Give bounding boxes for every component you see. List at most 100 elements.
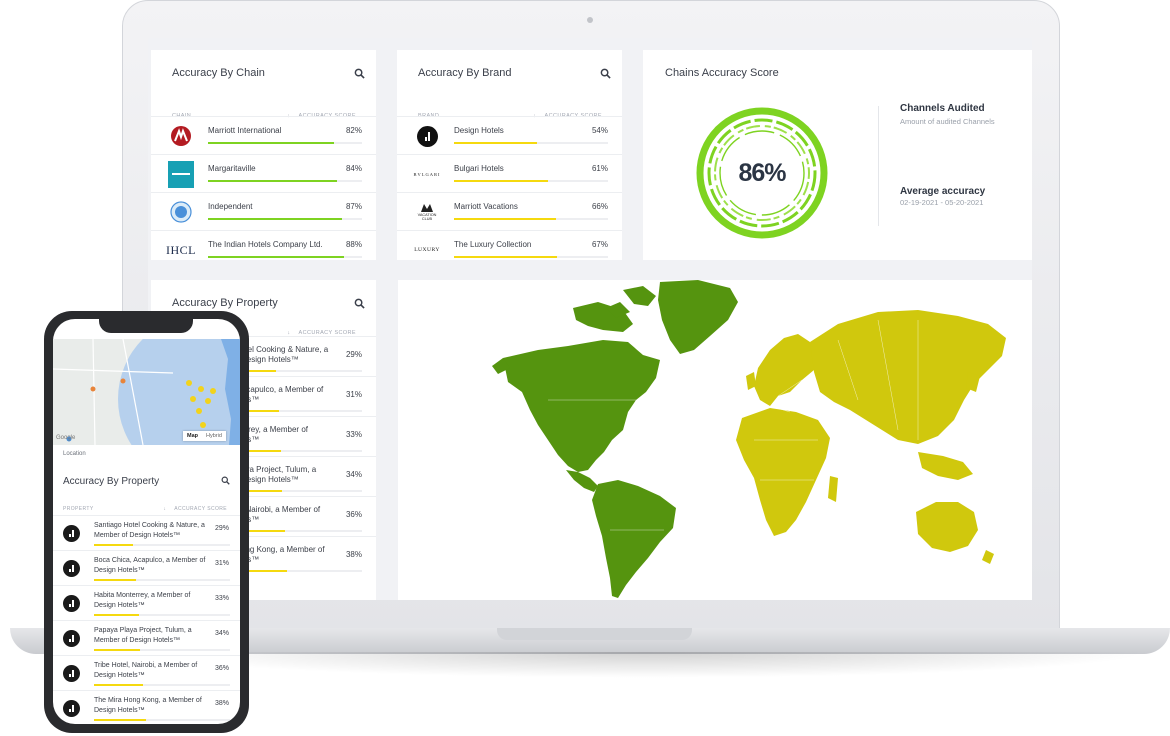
row-name-line1: errey, a Member of: [241, 425, 308, 434]
row-name: Bulgari Hotels: [454, 164, 504, 173]
table-row[interactable]: BVLGARI Bulgari Hotels 61%: [397, 154, 622, 192]
search-icon[interactable]: [600, 68, 611, 79]
row-score: 31%: [345, 390, 362, 399]
row-score: 34%: [345, 470, 362, 479]
google-logo: Google: [56, 435, 76, 441]
chain-card-title: Accuracy By Chain: [172, 67, 265, 79]
row-name-line1: , Nairobi, a Member of: [241, 505, 321, 514]
divider: [878, 106, 879, 226]
dashboard-screen: Accuracy By Chain CHAIN ↓ ACCURACY SCORE …: [148, 38, 1032, 600]
score-track: [208, 142, 362, 144]
row-name-line2: els™: [241, 395, 260, 404]
property-card-title: Accuracy By Property: [172, 297, 278, 309]
vacation-club-logo-text: VACATION CLUB: [417, 212, 437, 221]
row-score: 66%: [591, 202, 608, 211]
accuracy-by-brand-card: Accuracy By Brand BRAND ↓ ACCURACY SCORE …: [397, 50, 622, 260]
design-hotels-logo: [414, 123, 440, 149]
search-icon[interactable]: [354, 298, 365, 309]
marriott-logo: [168, 123, 194, 149]
accuracy-score-column-header[interactable]: ↓ ACCURACY SCORE: [287, 330, 356, 336]
row-name-line1: Acapulco, a Member of: [241, 385, 324, 394]
world-map: [492, 280, 1006, 598]
search-icon[interactable]: [221, 476, 230, 485]
table-row[interactable]: , Nairobi, a Member of els™ 36%: [151, 496, 376, 536]
accuracy-score-value: 86%: [738, 158, 786, 187]
phone-notch: [99, 317, 193, 333]
table-row[interactable]: Design Hotels 54%: [397, 116, 622, 154]
list-item[interactable]: Boca Chica, Acapulco, a Member of Design…: [53, 550, 240, 585]
list-item[interactable]: Papaya Playa Project, Tulum, a Member of…: [53, 620, 240, 655]
score-bar: [208, 256, 344, 258]
row-score: 61%: [591, 164, 608, 173]
score-bar: [208, 180, 338, 182]
map-type-toggle[interactable]: Map Hybrid: [183, 431, 226, 441]
score-track: [208, 180, 362, 182]
table-row[interactable]: IHCL The Indian Hotels Company Ltd. 88%: [151, 230, 376, 268]
map-button[interactable]: Map: [187, 433, 198, 439]
score-bar: [454, 218, 556, 220]
row-name: errey, a Member of els™: [241, 425, 308, 445]
row-score: 34%: [214, 630, 229, 637]
table-row[interactable]: Independent 87%: [151, 192, 376, 230]
score-bar: [208, 142, 335, 144]
list-item[interactable]: Tribe Hotel, Nairobi, a Member of Design…: [53, 655, 240, 690]
africa-region: [736, 408, 838, 536]
row-name-line1: otel Cooking & Nature, a: [241, 345, 329, 354]
table-row[interactable]: errey, a Member of els™ 33%: [151, 416, 376, 456]
brand-card-title: Accuracy By Brand: [418, 67, 512, 79]
list-item[interactable]: Habita Monterrey, a Member of Design Hot…: [53, 585, 240, 620]
channels-audited-subtitle: Amount of audited Channels: [900, 117, 995, 126]
table-row[interactable]: ong Kong, a Member of els™ 38%: [151, 536, 376, 576]
score-bar: [454, 142, 538, 144]
list-item[interactable]: Santiago Hotel Cooking & Nature, a Membe…: [53, 515, 240, 550]
laptop-shadow: [140, 652, 1150, 678]
row-score: 38%: [214, 700, 229, 707]
table-row[interactable]: Acapulco, a Member of els™ 31%: [151, 376, 376, 416]
accuracy-score-column-header[interactable]: ↓ ACCURACY SCORE: [163, 506, 227, 512]
score-track: [454, 142, 608, 144]
score-track: [94, 614, 230, 616]
list-item[interactable]: The Mira Hong Kong, a Member of Design H…: [53, 690, 240, 724]
table-row[interactable]: Marriott International 82%: [151, 116, 376, 154]
search-icon[interactable]: [354, 68, 365, 79]
score-bar: [241, 490, 283, 492]
average-accuracy-title: Average accuracy: [900, 186, 986, 197]
score-bar: [94, 544, 134, 546]
score-track: [208, 218, 362, 220]
row-score: 88%: [345, 240, 362, 249]
row-name: Marriott International: [208, 126, 282, 135]
row-name: Design Hotels: [454, 126, 504, 135]
phone-property-title: Accuracy By Property: [63, 476, 160, 487]
table-row[interactable]: otel Cooking & Nature, a Design Hotels™ 29…: [151, 336, 376, 376]
row-score: 36%: [345, 510, 362, 519]
score-bar: [94, 649, 141, 651]
design-hotels-logo: [63, 665, 80, 682]
score-bar: [241, 410, 279, 412]
score-track: [208, 256, 362, 258]
sort-arrow-icon: ↓: [163, 506, 167, 512]
ihcl-logo: IHCL: [166, 237, 196, 263]
row-name: Boca Chica, Acapulco, a Member of Design…: [94, 557, 206, 574]
independent-logo: [168, 199, 194, 225]
row-name-line1: ong Kong, a Member of: [241, 545, 325, 554]
row-name: Santiago Hotel Cooking & Nature, a Membe…: [94, 522, 205, 539]
row-score: 29%: [214, 525, 229, 532]
property-column-header[interactable]: PROPERTY: [63, 506, 94, 512]
europe-region: [746, 334, 818, 406]
row-score: 36%: [214, 665, 229, 672]
table-row[interactable]: VACATION CLUB Marriott Vacations 66%: [397, 192, 622, 230]
table-row[interactable]: Margaritaville 84%: [151, 154, 376, 192]
design-hotels-logo: [63, 560, 80, 577]
row-name: Habita Monterrey, a Member of Design Hot…: [94, 592, 191, 609]
row-name: Margaritaville: [208, 164, 256, 173]
accuracy-by-chain-card: Accuracy By Chain CHAIN ↓ ACCURACY SCORE …: [151, 50, 376, 260]
table-row[interactable]: LUXURY The Luxury Collection 67%: [397, 230, 622, 268]
location-map[interactable]: Map Hybrid Google: [53, 339, 240, 445]
table-row[interactable]: aya Project, Tulum, a Design Hotels™ 34%: [151, 456, 376, 496]
luxury-logo-text: LUXURY: [414, 247, 440, 253]
score-card-title: Chains Accuracy Score: [665, 67, 779, 79]
score-bar: [94, 579, 137, 581]
score-bar: [241, 370, 277, 372]
hybrid-button[interactable]: Hybrid: [206, 433, 222, 439]
score-bar: [94, 684, 143, 686]
